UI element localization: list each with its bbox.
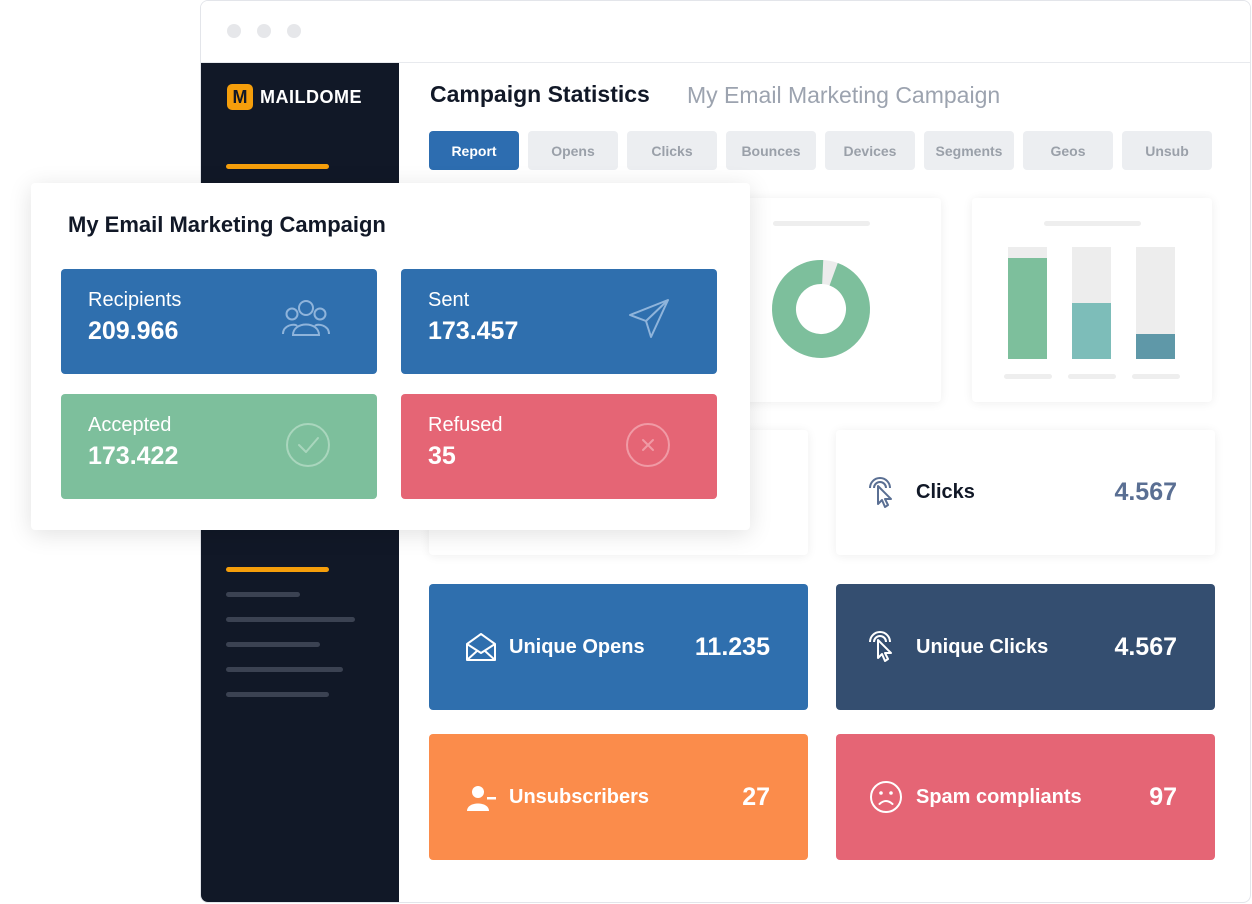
envelope-open-icon <box>466 633 496 661</box>
brand-logo[interactable]: M MAILDOME <box>227 84 362 110</box>
sidebar-placeholder-item[interactable] <box>226 642 320 647</box>
unsubscribers-tile[interactable]: Unsubscribers 27 <box>429 734 808 860</box>
tab-unsub[interactable]: Unsub <box>1122 131 1212 170</box>
sent-label: Sent <box>428 289 470 311</box>
window-dot-maximize[interactable] <box>287 24 301 38</box>
unique-opens-label: Unique Opens <box>509 636 645 658</box>
page-title: Campaign Statistics <box>430 81 650 107</box>
tab-devices[interactable]: Devices <box>825 131 915 170</box>
axis-label-placeholder <box>1068 374 1116 379</box>
tab-clicks[interactable]: Clicks <box>627 131 717 170</box>
tab-segments[interactable]: Segments <box>924 131 1014 170</box>
recipients-label: Recipients <box>88 289 182 311</box>
window-dot-close[interactable] <box>227 24 241 38</box>
tab-report[interactable]: Report <box>429 131 519 170</box>
user-minus-icon <box>467 786 496 811</box>
bar <box>1072 303 1111 359</box>
clicks-value: 4.567 <box>1114 478 1177 506</box>
sidebar-active-indicator <box>226 567 329 572</box>
accepted-tile[interactable]: Accepted 173.422 <box>61 394 377 499</box>
recipients-tile[interactable]: Recipients 209.966 <box>61 269 377 374</box>
sent-tile[interactable]: Sent 173.457 <box>401 269 717 374</box>
tab-geos[interactable]: Geos <box>1023 131 1113 170</box>
accepted-label: Accepted <box>88 414 172 436</box>
clicks-label: Clicks <box>916 481 975 503</box>
spam-complaints-tile[interactable]: Spam compliants 97 <box>836 734 1215 860</box>
unique-clicks-label: Unique Clicks <box>916 636 1049 658</box>
spam-complaints-value: 97 <box>1149 783 1177 811</box>
page-subtitle: My Email Marketing Campaign <box>687 82 1001 108</box>
unique-clicks-value: 4.567 <box>1114 633 1177 661</box>
sidebar-placeholder-item[interactable] <box>226 667 343 672</box>
tab-bounces[interactable]: Bounces <box>726 131 816 170</box>
users-icon <box>282 300 330 336</box>
sidebar-active-indicator <box>226 164 329 169</box>
bar-chart-card <box>972 198 1212 402</box>
unsubscribers-value: 27 <box>742 783 770 811</box>
refused-label: Refused <box>428 414 503 436</box>
title-bar <box>201 1 1250 63</box>
pointer-click-icon <box>869 631 892 662</box>
unsubscribers-label: Unsubscribers <box>509 786 650 808</box>
clicks-card[interactable]: Clicks 4.567 <box>836 430 1215 555</box>
sad-face-icon <box>870 781 902 813</box>
spam-complaints-label: Spam compliants <box>916 786 1082 808</box>
refused-tile[interactable]: Refused 35 <box>401 394 717 499</box>
sent-value: 173.457 <box>428 317 519 345</box>
sidebar-placeholder-item[interactable] <box>226 692 329 697</box>
unique-clicks-tile[interactable]: Unique Clicks 4.567 <box>836 584 1215 710</box>
donut-segment <box>772 260 870 358</box>
axis-label-placeholder <box>1132 374 1180 379</box>
sidebar-placeholder-item[interactable] <box>226 617 355 622</box>
logo-mark-icon: M <box>227 84 253 110</box>
campaign-summary-panel: My Email Marketing Campaign Recipients 2… <box>31 183 750 530</box>
x-circle-icon <box>626 423 670 467</box>
axis-label-placeholder <box>1004 374 1052 379</box>
chart-title-placeholder <box>1044 221 1141 226</box>
recipients-value: 209.966 <box>88 317 179 345</box>
sidebar-placeholder-item[interactable] <box>226 592 300 597</box>
pointer-click-icon <box>869 477 892 508</box>
chart-title-placeholder <box>773 221 870 226</box>
unique-opens-value: 11.235 <box>694 633 770 661</box>
bar <box>1136 334 1175 359</box>
brand-name: MAILDOME <box>260 86 362 107</box>
donut-chart <box>772 260 870 358</box>
tab-opens[interactable]: Opens <box>528 131 618 170</box>
refused-value: 35 <box>428 442 456 470</box>
accepted-value: 173.422 <box>88 442 179 470</box>
unique-opens-tile[interactable]: Unique Opens 11.235 <box>429 584 808 710</box>
panel-title: My Email Marketing Campaign <box>68 212 386 237</box>
paper-plane-icon <box>629 299 669 338</box>
check-circle-icon <box>286 423 330 467</box>
window-dot-minimize[interactable] <box>257 24 271 38</box>
bar <box>1008 258 1047 359</box>
